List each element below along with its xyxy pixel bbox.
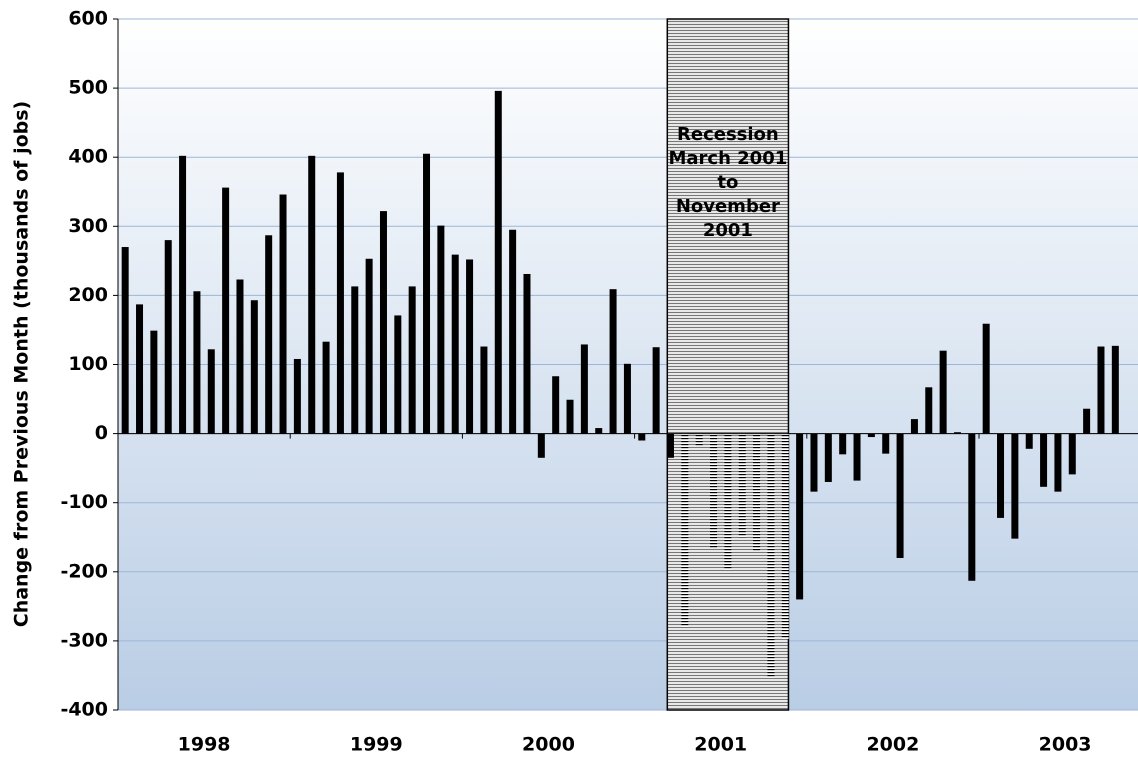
annotation: 2001 — [703, 220, 753, 241]
bar — [580, 344, 588, 434]
bar — [652, 347, 660, 434]
bar — [494, 90, 502, 434]
bar — [882, 433, 890, 454]
bar — [265, 235, 273, 434]
bar — [1054, 433, 1062, 492]
bar — [423, 153, 431, 434]
bar — [394, 315, 402, 434]
bar — [523, 273, 531, 434]
y-tick-label: 0 — [95, 422, 108, 444]
y-tick-label: 600 — [68, 8, 108, 30]
x-tick-label: 2001 — [694, 734, 747, 756]
bar — [193, 291, 201, 434]
bar — [336, 172, 344, 434]
bar — [466, 259, 474, 434]
bar — [308, 155, 316, 434]
bar — [509, 229, 517, 434]
y-axis-label: Change from Previous Month (thousands of… — [11, 101, 33, 627]
y-tick-label: -200 — [60, 560, 108, 582]
bar — [925, 387, 933, 434]
bar — [236, 279, 244, 434]
y-tick-label: -400 — [60, 699, 108, 721]
bar — [853, 433, 861, 481]
bar — [136, 304, 144, 434]
bar — [710, 433, 718, 548]
x-tick-label: 2002 — [866, 734, 919, 756]
bar — [997, 433, 1005, 518]
bar — [781, 433, 789, 639]
bar — [1025, 433, 1033, 449]
bar — [839, 433, 847, 455]
bar — [293, 358, 301, 434]
bar — [982, 323, 990, 434]
bar — [1068, 433, 1076, 475]
bar — [365, 258, 373, 434]
y-tick-label: -300 — [60, 629, 108, 651]
bar — [150, 330, 158, 434]
bar — [666, 433, 674, 458]
bar — [1011, 433, 1019, 539]
bar — [695, 433, 703, 447]
bar — [437, 225, 445, 434]
bar — [609, 289, 617, 434]
y-tick-label: 500 — [68, 77, 108, 99]
bar — [638, 433, 646, 441]
annotation: Recession — [677, 124, 779, 145]
bar — [121, 247, 129, 434]
bar — [939, 350, 947, 434]
bar — [552, 376, 560, 434]
y-tick-label: 300 — [68, 215, 108, 237]
bar — [451, 254, 459, 434]
annotation: to — [717, 172, 738, 193]
bar — [810, 433, 818, 492]
bar — [681, 433, 689, 628]
bar — [595, 428, 603, 434]
annotation: November — [676, 196, 780, 217]
bar — [910, 419, 918, 434]
x-tick-label: 2003 — [1039, 734, 1092, 756]
bar — [867, 433, 875, 438]
bar — [408, 286, 416, 434]
bar — [351, 286, 359, 434]
bar — [1097, 346, 1105, 434]
bar — [767, 433, 775, 678]
bar — [623, 363, 631, 434]
bar — [379, 211, 387, 434]
bar — [968, 433, 976, 581]
bar — [250, 300, 258, 434]
y-tick-label: 400 — [68, 146, 108, 168]
bar — [322, 341, 330, 434]
x-tick-label: 1999 — [350, 734, 403, 756]
bar — [1040, 433, 1048, 487]
bar — [222, 187, 230, 434]
bar — [824, 433, 832, 482]
x-tick-label: 1998 — [178, 734, 231, 756]
bar — [279, 194, 287, 434]
y-tick-label: 200 — [68, 284, 108, 306]
annotation: March 2001 — [668, 148, 787, 169]
bar — [796, 433, 804, 600]
x-tick-label: 2000 — [522, 734, 575, 756]
y-tick-label: 100 — [68, 353, 108, 375]
bar — [896, 433, 904, 558]
bar — [738, 433, 746, 538]
bar — [537, 433, 545, 458]
bar — [480, 346, 488, 434]
bar — [953, 432, 961, 434]
bar — [164, 240, 172, 434]
bar — [753, 433, 761, 552]
bar — [1111, 345, 1119, 434]
y-tick-label: -100 — [60, 491, 108, 513]
bar — [179, 155, 187, 434]
bar — [1083, 408, 1091, 434]
bar — [566, 399, 574, 434]
bar — [724, 433, 732, 570]
bar — [207, 349, 215, 434]
